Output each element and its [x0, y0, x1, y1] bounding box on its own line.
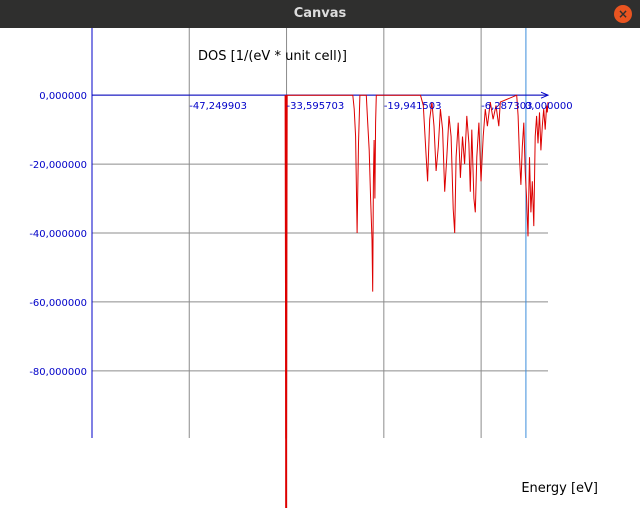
x-tick-label-1: -33,595703 [287, 101, 345, 112]
y-tick-label-1: -20,000000 [29, 160, 87, 171]
x-tick-label-3: -6,287303 [481, 101, 532, 112]
y-tick-label-4: -80,000000 [29, 367, 87, 378]
y-tick-label-2: -40,000000 [29, 229, 87, 240]
y-tick-label-3: -60,000000 [29, 298, 87, 309]
window-title: Canvas [293, 6, 347, 21]
x-tick-label-0: -47,249903 [189, 101, 247, 112]
window-titlebar: Canvas × [0, 0, 640, 28]
x-tick-label-2: -19,941503 [384, 101, 442, 112]
close-icon[interactable]: × [614, 5, 632, 23]
dos-chart: 0,000000 -20,000000 -40,000000 -60,000000 -8… [29, 28, 598, 508]
tick-labels: 0,000000 -20,000000 -40,000000 -60,000000 -8… [29, 91, 572, 378]
x-axis-arrow [540, 91, 550, 99]
dos-series-0 [284, 94, 549, 439]
grid [92, 28, 548, 438]
y-tick-label-0: 0,000000 [39, 91, 87, 102]
y-axis-label: DOS [1/(eV * unit cell)] [198, 49, 347, 64]
x-axis-label: Energy [eV] [521, 481, 598, 496]
series [284, 94, 549, 508]
x-tick-label-4: 0,000000 [525, 101, 573, 112]
